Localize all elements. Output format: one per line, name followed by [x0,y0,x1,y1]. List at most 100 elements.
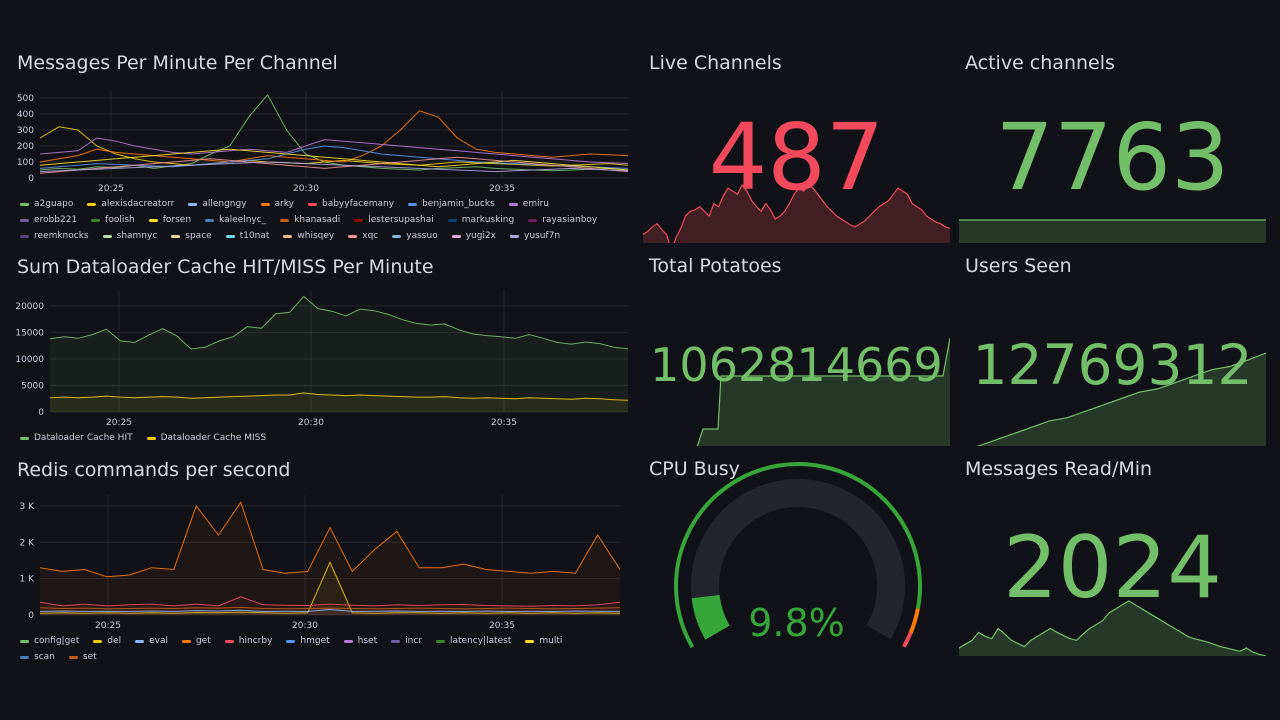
series-line-forsen[interactable] [39,148,629,171]
legend-label: markusking [461,215,515,225]
messages-legend-item[interactable]: erobb221 [20,215,77,225]
series-line-arky[interactable] [39,110,629,163]
series-line-hincrby[interactable] [39,596,621,607]
redis-panel-title: Redis commands per second [17,459,291,481]
legend-swatch [148,218,158,222]
legend-swatch [307,202,317,206]
legend-swatch [528,218,538,222]
legend-label: whisqey [297,231,335,241]
messages-legend-item[interactable]: babyyfacemany [307,199,394,209]
messages-legend-item[interactable]: kaleelnyc_ [205,215,266,225]
legend-label: xqc [362,231,379,241]
messages-legend-item[interactable]: allengngy [188,199,247,209]
series-area [50,392,628,412]
legend-label: emiru [522,199,549,209]
messages-legend-item[interactable]: yugi2x [451,231,496,241]
x-tick-label: 20:25 [106,418,132,428]
legend-swatch [68,655,78,659]
y-tick-label: 400 [17,110,34,120]
redis-legend-item[interactable]: latency|latest [435,636,512,646]
messages-legend-item[interactable]: space [171,231,212,241]
gauge-threshold-orange [908,608,920,634]
redis-legend-item[interactable]: hset [343,636,377,646]
series-line-a2guapo[interactable] [39,93,629,172]
redis-legend-item[interactable]: eval [135,636,168,646]
legend-swatch [20,218,29,222]
messages-legend-item[interactable]: yassuo [392,231,438,241]
gauge-threshold-green [674,462,922,649]
legend-label: get [196,636,211,646]
messages-legend-item[interactable]: a2guapo [20,199,73,209]
y-tick-label: 0 [28,174,34,184]
messages-legend-item[interactable]: khanasadi [280,215,340,225]
cache-panel: Sum Dataloader Cache HIT/MISS Per Minute… [0,252,640,452]
legend-swatch [87,202,97,206]
series-line-emiru[interactable] [39,137,629,165]
live-channels-panel: Live Channels 487 [643,40,950,250]
series-area [40,607,620,615]
messages-legend-item[interactable]: foolish [91,215,135,225]
messages-legend-item[interactable]: alexisdacreatorr [87,199,174,209]
redis-legend-item[interactable]: config|get [20,636,79,646]
cache-legend-item[interactable]: Dataloader Cache HIT [20,433,133,443]
legend-swatch [20,655,29,659]
messages-legend-item[interactable]: shamnyc [102,231,157,241]
x-tick-label: 20:25 [98,184,124,194]
redis-legend-item[interactable]: set [68,652,97,662]
series-line-yusuf7n[interactable] [39,161,629,173]
messages-legend-item[interactable]: xqc [348,231,378,241]
messages-legend-item[interactable]: markusking [447,215,515,225]
legend-swatch [224,639,234,643]
series-line-Dataloader Cache MISS[interactable] [49,392,629,401]
messages-legend-item[interactable]: arky [260,199,294,209]
cache-chart[interactable]: 0 5000 10000 15000 20000 20:25 20:30 20:35 [0,252,640,452]
legend-label: rayasianboy [542,215,598,225]
x-tick-label: 20:30 [293,184,319,194]
legend-label: erobb221 [34,215,78,225]
legend-label: foolish [105,215,135,225]
sparkline-line [959,600,1266,656]
redis-legend-item[interactable]: del [93,636,121,646]
total-potatoes-panel: Total Potatoes 1062814669 [643,243,950,453]
legend-swatch [451,234,461,238]
sparkline-line [959,352,1266,453]
active-channels-title: Active channels [965,52,1115,74]
messages-legend-item[interactable]: whisqey [283,231,334,241]
redis-chart[interactable]: 0 1 K 2 K 3 K 20:25 20:30 20:35 [0,455,640,655]
series-line-set[interactable] [39,606,621,610]
messages-legend-item[interactable]: rayasianboy [528,215,597,225]
redis-legend-item[interactable]: hincrby [224,636,272,646]
redis-legend-item[interactable]: scan [20,652,55,662]
messages-legend-item[interactable]: forsen [148,215,191,225]
sparkline-area [959,601,1266,656]
series-line-del[interactable] [39,561,621,614]
legend-swatch [260,202,270,206]
messages-legend-item[interactable]: benjamin_bucks [408,199,495,209]
active-channels-panel: Active channels 7763 [959,40,1266,250]
legend-label: latency|latest [449,636,512,646]
redis-legend-item[interactable]: multi [525,636,562,646]
series-area [40,596,620,615]
live-channels-sparkline [643,183,950,250]
redis-legend-item[interactable]: get [182,636,211,646]
series-line-get[interactable] [39,501,621,578]
cache-legend-item[interactable]: Dataloader Cache MISS [146,433,267,443]
messages-legend-item[interactable]: emiru [508,199,549,209]
legend-label: Dataloader Cache MISS [160,433,267,443]
messages-legend-item[interactable]: t10nat [225,231,269,241]
redis-legend-item[interactable]: hmget [286,636,330,646]
series-line-xqc[interactable] [39,156,629,174]
messages-legend-item[interactable]: lestersupashai [354,215,434,225]
messages-chart[interactable]: 0 100 200 300 400 500 20:25 20:30 20:35 [0,0,640,250]
gauge-threshold-red [902,632,913,648]
messages-legend-item[interactable]: reemknocks [20,231,89,241]
redis-legend-item[interactable]: incr [391,636,422,646]
legend-swatch [205,218,215,222]
series-line-eval[interactable] [39,608,621,612]
messages-legend-item[interactable]: yusuf7n [510,231,560,241]
series-line-Dataloader Cache HIT[interactable] [49,295,629,350]
legend-label: arky [274,199,294,209]
legend-label: Dataloader Cache HIT [34,433,133,443]
cache-panel-title: Sum Dataloader Cache HIT/MISS Per Minute [17,256,434,278]
legend-swatch [171,234,181,238]
